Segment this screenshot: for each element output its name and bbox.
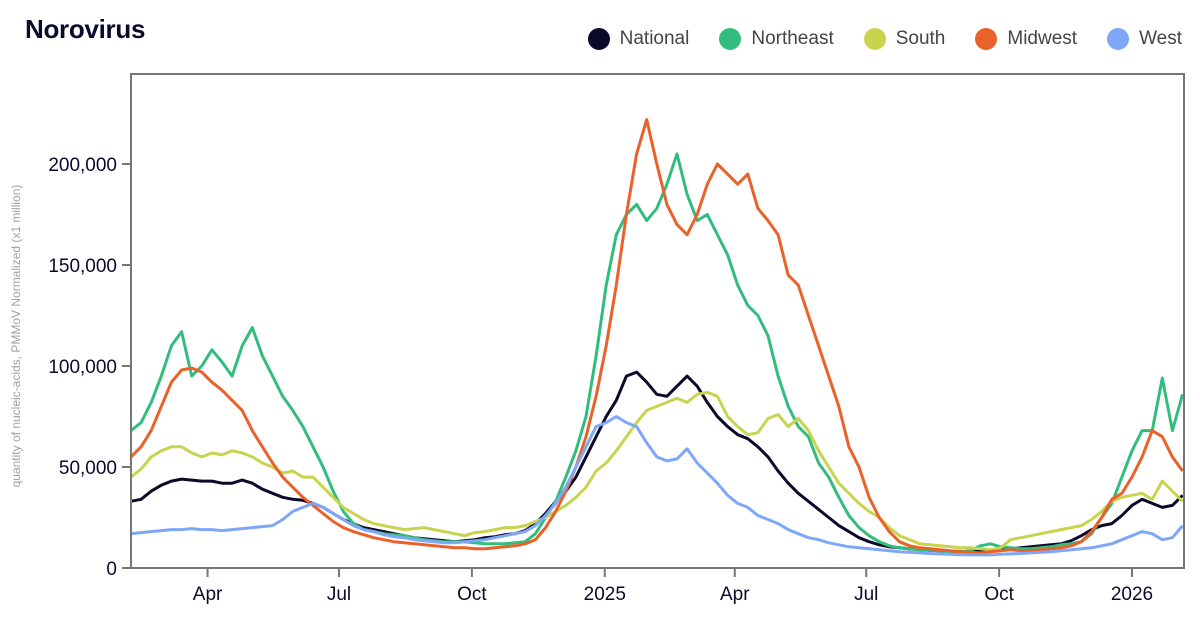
y-axis: 0 50,000 100,000 150,000 200,000 [48,155,131,580]
legend-dot-icon [1107,28,1130,50]
x-tick-label: Jul [854,584,878,605]
y-tick-label: 0 [106,559,117,580]
series-line-northeast[interactable] [130,152,1185,554]
x-tick-label: Apr [193,584,223,605]
series-line-west[interactable] [130,415,1184,557]
series-line-south[interactable] [130,390,1184,552]
legend-label: Midwest [1007,28,1078,49]
legend: National Northeast South Midwest West [558,28,1182,50]
y-axis-title: quantity of nucleic-acids, PMMoV Normali… [9,185,23,488]
x-tick-label: 2026 [1111,584,1153,605]
legend-item-west[interactable]: West [1107,28,1182,50]
x-tick-label: Apr [720,584,750,605]
legend-label: National [619,28,690,49]
y-tick-label: 150,000 [48,256,117,277]
x-tick-label: Oct [457,584,487,605]
x-axis: Apr Jul Oct 2025 Apr Jul Oct 2026 [193,568,1153,605]
series-line-midwest[interactable] [129,118,1184,555]
x-tick-label: Oct [984,584,1014,605]
x-tick-label: Jul [327,584,351,605]
legend-label: West [1139,28,1182,49]
legend-dot-icon [975,28,998,50]
y-tick-label: 50,000 [59,458,117,479]
legend-dot-icon [863,28,886,50]
y-tick-label: 100,000 [48,357,117,378]
legend-item-northeast[interactable]: Northeast [719,28,834,50]
legend-label: South [895,28,946,49]
y-tick-label: 200,000 [48,155,117,176]
legend-item-south[interactable]: South [863,28,946,50]
legend-dot-icon [719,28,742,50]
series-layer [129,118,1185,557]
legend-dot-icon [587,28,610,50]
x-tick-label: 2025 [584,584,626,605]
legend-label: Northeast [751,28,834,49]
legend-item-national[interactable]: National [587,28,690,50]
legend-item-midwest[interactable]: Midwest [975,28,1077,50]
chart-title: Norovirus [25,14,146,44]
series-line-national[interactable] [130,370,1184,554]
plot-frame [130,73,1185,569]
